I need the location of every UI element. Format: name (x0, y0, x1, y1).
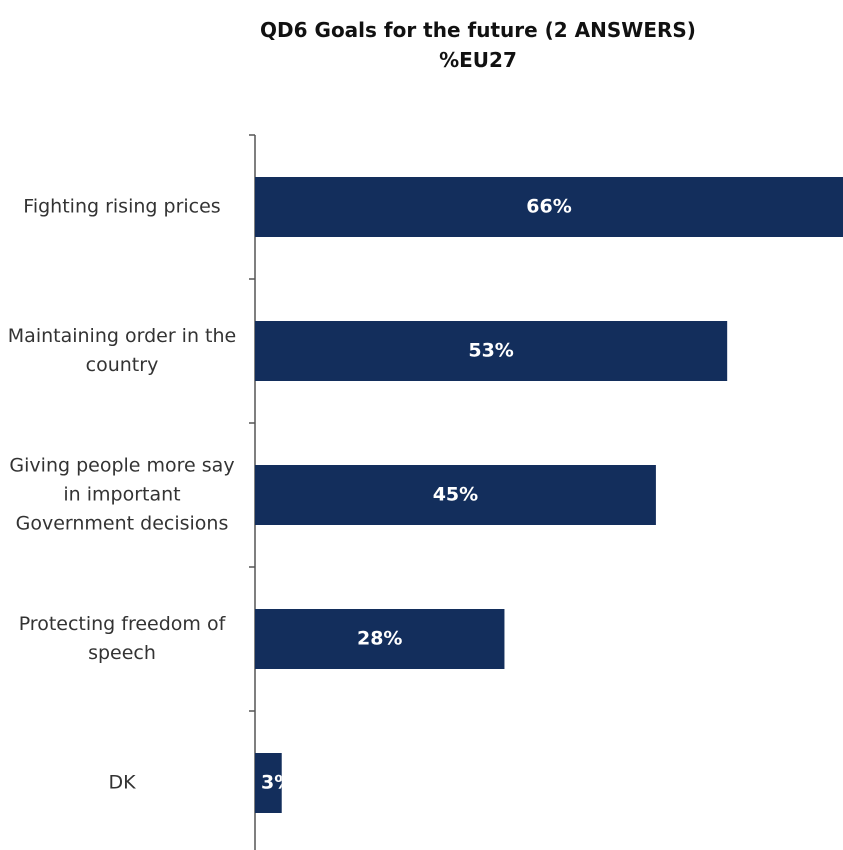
value-label: 3% (261, 772, 293, 794)
bar (255, 177, 843, 237)
value-label: 28% (357, 628, 402, 650)
bar (255, 465, 656, 525)
category-label: Fighting rising prices (23, 195, 221, 218)
category-label: DK (108, 771, 136, 794)
category-label: Giving people more say in important Gove… (9, 454, 235, 535)
category-label: Protecting freedom of speech (18, 613, 226, 664)
bar (255, 321, 728, 381)
category-label: Maintaining order in the country (7, 325, 237, 376)
value-label: 45% (433, 484, 478, 506)
bar (255, 753, 282, 813)
chart-subtitle: %EU27 (439, 48, 517, 72)
value-label: 66% (526, 196, 571, 218)
chart-title: QD6 Goals for the future (2 ANSWERS) (260, 18, 696, 42)
bar (255, 609, 505, 669)
value-label: 53% (468, 340, 513, 362)
